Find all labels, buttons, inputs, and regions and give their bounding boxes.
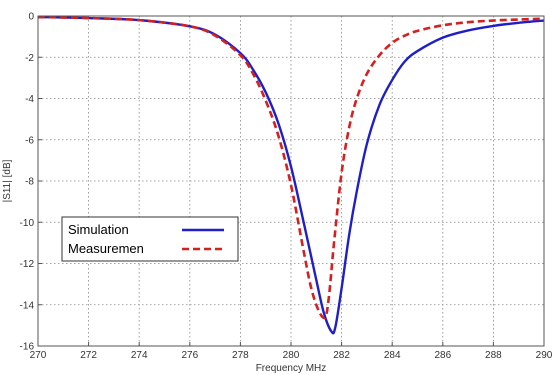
legend-box: [61, 216, 239, 262]
legend-entry-measurement: Measuremen: [68, 241, 144, 256]
x-tick-label: 290: [536, 350, 552, 361]
x-tick-label: 288: [485, 350, 502, 361]
y-tick-label: -12: [20, 259, 35, 270]
x-tick-label: 272: [80, 350, 97, 361]
y-axis-label: |S11| [dB]: [2, 159, 13, 202]
x-tick-label: 278: [232, 350, 249, 361]
y-tick-label: -6: [25, 135, 34, 146]
x-tick-label: 286: [434, 350, 451, 361]
y-tick-label: -14: [20, 300, 35, 311]
plot-frame: [37, 15, 545, 347]
legend-entry-simulation: Simulation: [68, 222, 129, 237]
y-tick-label: 0: [28, 12, 34, 23]
x-tick-label: 282: [333, 350, 350, 361]
y-tick-label: -8: [25, 177, 34, 188]
y-tick-label: -10: [20, 218, 35, 229]
series-line-measurement: [37, 15, 545, 320]
x-tick-label: 274: [131, 350, 148, 361]
series-line-simulation: [37, 15, 545, 335]
y-tick-label: -4: [25, 94, 34, 105]
y-tick-label: -2: [25, 53, 34, 64]
series-layer: [37, 15, 545, 335]
x-tick-labels: 270 272 274 276 278 280 282 284 286 288 290: [30, 350, 552, 361]
x-tick-label: 284: [384, 350, 401, 361]
x-tick-label: 280: [283, 350, 300, 361]
y-tick-labels: 0 -2 -4 -6 -8 -10 -12 -14 -16: [20, 12, 35, 353]
x-tick-label: 276: [181, 350, 198, 361]
y-tick-label: -16: [20, 342, 35, 353]
legend: Simulation Measuremen: [61, 216, 239, 262]
x-tick-label: 270: [30, 350, 47, 361]
x-axis-label: Frequency MHz: [256, 363, 327, 374]
